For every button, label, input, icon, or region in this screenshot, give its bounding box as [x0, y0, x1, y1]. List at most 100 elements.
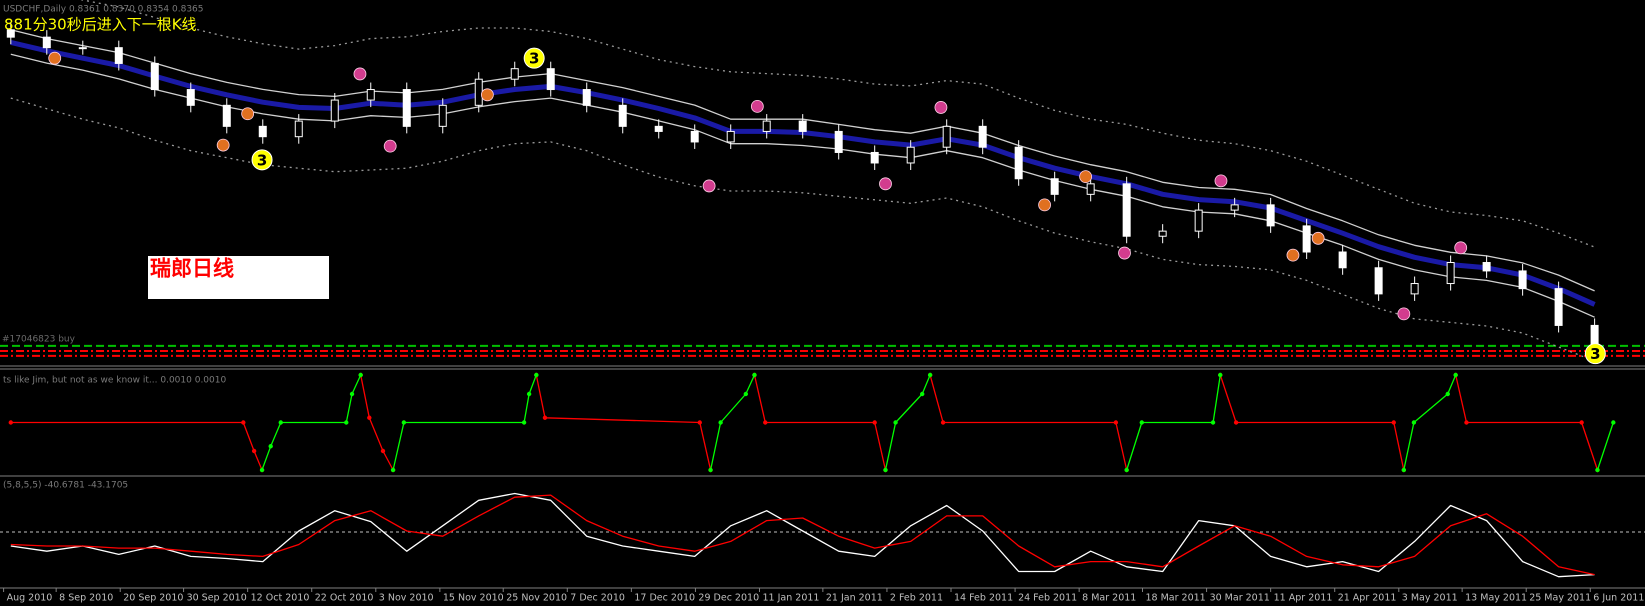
- x-tick-label: 29 Dec 2010: [698, 593, 759, 604]
- signal-marker: [48, 51, 62, 65]
- series-dot: [268, 444, 273, 449]
- candle-body: [438, 104, 447, 127]
- series-dot: [1391, 420, 1396, 425]
- candle-body: [1122, 183, 1131, 237]
- x-tick-label: 17 Dec 2010: [634, 593, 695, 604]
- candle-body: [1014, 146, 1023, 180]
- candle-body: [510, 68, 519, 80]
- series-dot: [278, 420, 283, 425]
- signal-marker: [1214, 174, 1228, 188]
- series-dot: [1579, 420, 1584, 425]
- series-dot: [1124, 467, 1129, 473]
- series-dot: [401, 420, 407, 425]
- x-tick-label: 18 Mar 2011: [1146, 593, 1206, 604]
- signal-label: 3: [1590, 345, 1600, 363]
- x-tick-label: Aug 2010: [7, 593, 53, 604]
- candle-body: [366, 89, 375, 101]
- series-dot: [697, 420, 702, 425]
- series-dot: [1233, 420, 1239, 425]
- x-tick-label: 6 Jun 2011: [1593, 593, 1644, 604]
- candle-body: [1302, 225, 1311, 253]
- series-line: [10, 494, 1595, 576]
- signal-label: 3: [257, 151, 267, 169]
- signal-marker: [383, 139, 397, 153]
- candle-body: [546, 68, 555, 91]
- x-tick-label: 25 Nov 2010: [506, 593, 567, 604]
- signal-marker: [879, 177, 892, 191]
- candle-body: [222, 104, 231, 127]
- signal-marker: [523, 47, 545, 69]
- series-line: [10, 53, 1595, 318]
- candle-body: [294, 120, 303, 138]
- signal-marker: [934, 101, 948, 114]
- candle-body: [1050, 178, 1059, 195]
- candle-body: [402, 89, 411, 127]
- series-dot: [752, 372, 757, 378]
- series-dot: [241, 420, 246, 425]
- series-dot: [1139, 420, 1144, 425]
- signal-label: 3: [529, 50, 539, 68]
- series-dot: [390, 467, 396, 473]
- label-box: [148, 256, 329, 299]
- candle-body: [42, 36, 51, 49]
- series-dot: [718, 420, 723, 425]
- x-tick-label: 3 Nov 2010: [379, 593, 434, 604]
- candle-body: [942, 125, 951, 148]
- x-tick-label: 3 May 2011: [1402, 593, 1458, 604]
- candle-body: [834, 130, 843, 153]
- signal-marker: [216, 138, 230, 152]
- x-tick-label: 8 Mar 2011: [1082, 593, 1136, 604]
- candle-body: [1518, 270, 1527, 290]
- candle-body: [1446, 262, 1455, 285]
- series-line: [10, 492, 1595, 578]
- candle-body: [186, 89, 195, 106]
- candle-body: [762, 120, 771, 132]
- series-dot: [534, 372, 539, 378]
- x-tick-label: 25 May 2011: [1529, 593, 1591, 604]
- panel-title: (5,8,5,5) -40.6781 -43.1705: [3, 481, 128, 491]
- signal-marker: [1311, 231, 1325, 245]
- series-dot: [542, 415, 548, 420]
- series-dot: [349, 391, 355, 397]
- series-dot: [743, 391, 749, 397]
- signal-marker: [1286, 248, 1300, 262]
- x-tick-label: 2 Feb 2011: [890, 593, 943, 604]
- series-dot: [872, 420, 877, 425]
- x-tick-label: 24 Feb 2011: [1018, 593, 1077, 604]
- series-dot: [380, 448, 386, 454]
- candle-body: [1338, 251, 1347, 269]
- series-dot: [940, 420, 946, 425]
- x-tick-label: 22 Oct 2010: [315, 593, 374, 604]
- series-line: [79, 0, 1595, 248]
- candle-body: [1554, 288, 1563, 326]
- series-dot: [358, 372, 363, 378]
- level-label: #17046823 buy: [2, 335, 76, 345]
- series-dot: [259, 467, 265, 473]
- candle-body: [474, 78, 483, 106]
- symbol-label: 瑞郎日线: [150, 256, 234, 281]
- candle-body: [978, 125, 987, 148]
- series-dot: [1595, 467, 1600, 473]
- x-tick-label: 30 Mar 2011: [1210, 593, 1270, 604]
- series-dot: [927, 372, 933, 378]
- series-dot: [763, 420, 768, 425]
- series-line: [10, 97, 1595, 362]
- series-dot: [1611, 420, 1616, 425]
- candle-body: [870, 151, 879, 164]
- x-tick-label: 13 May 2011: [1465, 593, 1527, 604]
- series-line: [10, 374, 1599, 471]
- series-dot: [251, 448, 257, 454]
- series-dot: [8, 420, 13, 425]
- candle-body: [1590, 324, 1599, 347]
- series-dot: [1218, 372, 1223, 378]
- candle-body: [906, 146, 915, 164]
- candle-body: [150, 62, 159, 91]
- series-dot: [521, 420, 527, 425]
- candle-body: [1158, 230, 1167, 237]
- signal-marker: [353, 67, 367, 81]
- candle-body: [1194, 209, 1203, 232]
- candle-body: [618, 104, 627, 127]
- candle-body: [582, 89, 591, 106]
- x-tick-label: 14 Feb 2011: [954, 593, 1013, 604]
